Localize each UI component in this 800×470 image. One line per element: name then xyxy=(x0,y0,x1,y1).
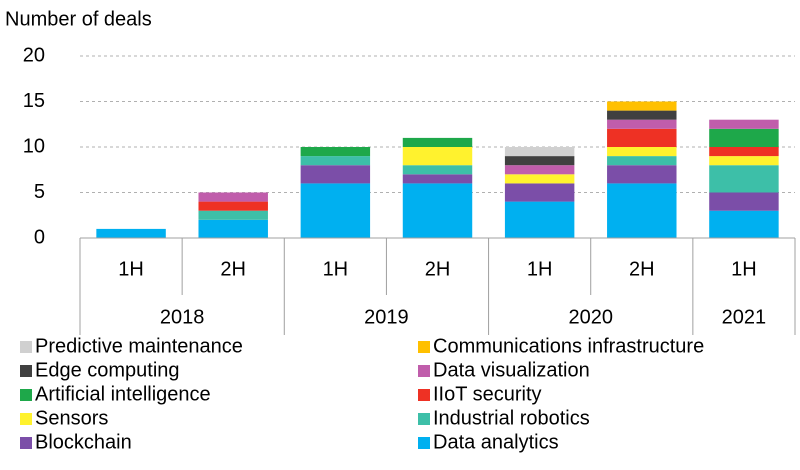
bar-segment xyxy=(607,128,677,147)
x-tick-label: 1H xyxy=(323,258,349,280)
legend-label: Data analytics xyxy=(433,431,559,453)
bar-segment xyxy=(198,210,268,220)
y-axis-label: Number of deals xyxy=(5,8,152,30)
bar-segment xyxy=(607,183,677,238)
legend-label: Communications infrastructure xyxy=(433,335,704,357)
y-tick-label: 15 xyxy=(23,90,45,112)
bar-segment xyxy=(607,110,677,120)
y-tick-label: 10 xyxy=(23,135,45,157)
bar-segment xyxy=(300,165,371,184)
bar-segment xyxy=(607,156,677,166)
bar-segment xyxy=(300,183,371,238)
bar-segment xyxy=(402,174,473,184)
x-tick-label: 1H xyxy=(527,258,553,280)
bar-segment xyxy=(709,210,779,238)
legend-swatch xyxy=(20,413,32,425)
bar-segment xyxy=(300,156,371,166)
bar-segment xyxy=(709,192,779,211)
bar-segment xyxy=(504,156,575,166)
bar-segment xyxy=(607,119,677,129)
bar-segment xyxy=(709,119,779,129)
group-label: 2018 xyxy=(160,306,205,328)
bar-segment xyxy=(504,201,575,238)
bar-segment xyxy=(607,101,677,111)
group-label: 2021 xyxy=(722,306,767,328)
legend-swatch xyxy=(418,341,430,353)
legend-swatch xyxy=(20,437,32,449)
y-tick-label: 5 xyxy=(34,181,45,203)
legend-label: Blockchain xyxy=(35,431,132,453)
legend-label: Predictive maintenance xyxy=(35,335,243,357)
legend-swatch xyxy=(418,389,430,401)
x-tick-label: 2H xyxy=(220,258,246,280)
legend-label: Edge computing xyxy=(35,359,180,381)
bar-segment xyxy=(402,137,473,147)
legend-swatch xyxy=(418,413,430,425)
legend-swatch xyxy=(418,437,430,449)
legend-swatch xyxy=(20,389,32,401)
bar-segment xyxy=(504,183,575,202)
bar-segment xyxy=(709,147,779,157)
bar-segment xyxy=(402,165,473,175)
bar-segment xyxy=(504,165,575,175)
bar-segment xyxy=(198,192,268,202)
group-label: 2019 xyxy=(364,306,409,328)
x-tick-label: 2H xyxy=(425,258,451,280)
legend-label: Artificial intelligence xyxy=(35,383,211,405)
legend-label: IIoT security xyxy=(433,383,542,405)
bar-segment xyxy=(607,147,677,157)
bar-segment xyxy=(402,183,473,238)
bar-segment xyxy=(709,165,779,193)
x-tick-label: 1H xyxy=(118,258,144,280)
legend-swatch xyxy=(20,365,32,377)
x-tick-label: 2H xyxy=(629,258,655,280)
y-tick-label: 20 xyxy=(23,44,45,66)
legend-label: Sensors xyxy=(35,407,108,429)
legend-label: Data visualization xyxy=(433,359,590,381)
x-tick-label: 1H xyxy=(731,258,757,280)
group-label: 2020 xyxy=(568,306,613,328)
bar-segment xyxy=(709,156,779,166)
bar-segment xyxy=(198,201,268,211)
bar-segment xyxy=(96,228,166,238)
bar-segment xyxy=(709,128,779,147)
bar-segment xyxy=(504,174,575,184)
legend-swatch xyxy=(20,341,32,353)
legend-swatch xyxy=(418,365,430,377)
y-tick-label: 0 xyxy=(34,226,45,248)
bar-segment xyxy=(198,219,268,238)
legend-label: Industrial robotics xyxy=(433,407,590,429)
bar-segment xyxy=(300,147,371,157)
bar-segment xyxy=(607,165,677,184)
bar-segment xyxy=(504,147,575,157)
bar-segment xyxy=(402,147,473,166)
